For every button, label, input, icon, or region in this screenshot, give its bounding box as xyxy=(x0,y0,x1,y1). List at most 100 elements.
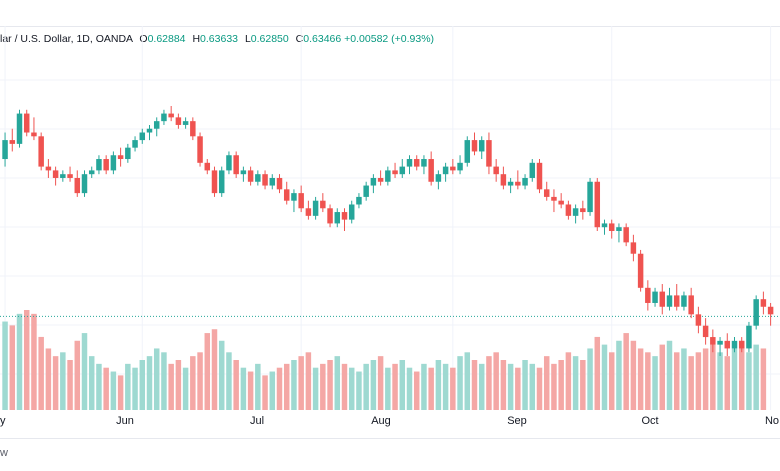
volume-bar xyxy=(486,356,492,410)
x-axis-tick-label: Oct xyxy=(641,415,658,427)
volume-bar xyxy=(478,363,485,410)
candle-body xyxy=(731,340,738,349)
candle-body xyxy=(580,208,586,213)
candle-body xyxy=(385,170,391,182)
volume-bar xyxy=(507,363,514,410)
volume-bar xyxy=(60,352,66,410)
volume-bar xyxy=(413,371,420,410)
candle-body xyxy=(182,121,189,125)
candle-body xyxy=(652,291,658,303)
volume-bar xyxy=(738,340,745,410)
candle-body xyxy=(558,200,564,205)
volume-bar xyxy=(153,348,160,410)
candle-body xyxy=(457,162,463,171)
candle-body xyxy=(681,295,687,307)
candle-body xyxy=(356,196,362,205)
symbol-legend: lar / U.S. Dollar, 1D, OANDA O0.62884 H0… xyxy=(0,33,434,45)
volume-bar xyxy=(320,363,326,410)
volume-bar xyxy=(760,348,767,410)
volume-bar xyxy=(2,321,8,410)
volume-bar xyxy=(283,363,290,410)
candle-body xyxy=(348,204,355,220)
volume-bar xyxy=(493,352,499,410)
volume-bar xyxy=(327,360,333,410)
volume-bar xyxy=(298,356,304,410)
volume-bar xyxy=(406,367,413,410)
candle-body xyxy=(60,174,66,178)
candle-body xyxy=(240,170,247,175)
candle-body xyxy=(320,200,326,209)
chart-bottom-bar xyxy=(0,438,780,471)
candle-body xyxy=(515,181,521,186)
close-label: C xyxy=(295,33,304,45)
candle-body xyxy=(96,159,102,171)
candlestick-chart[interactable]: y Jun Jul Aug Sep Oct No xyxy=(0,26,780,438)
candle-body xyxy=(673,295,680,307)
volume-bar xyxy=(218,340,225,410)
candle-body xyxy=(23,113,30,133)
volume-bar xyxy=(580,360,586,410)
candle-body xyxy=(31,132,37,137)
candle-body xyxy=(702,325,709,338)
volume-bar xyxy=(399,360,406,410)
volume-bar xyxy=(182,367,189,410)
volume-bar xyxy=(637,348,644,410)
candle-body xyxy=(52,170,59,178)
volume-bar xyxy=(110,371,117,410)
candle-body xyxy=(204,162,211,171)
volume-bar xyxy=(38,336,44,410)
candle-body xyxy=(190,121,196,137)
candle-body xyxy=(659,291,666,307)
volume-bar xyxy=(558,360,564,410)
volume-bar xyxy=(450,367,456,410)
candle-body xyxy=(623,227,629,243)
candle-body xyxy=(269,177,276,186)
candle-body xyxy=(471,140,478,152)
symbol-title[interactable]: lar / U.S. Dollar, 1D, OANDA xyxy=(0,33,133,45)
volume-bar xyxy=(435,360,442,410)
candle-body xyxy=(645,287,651,303)
candle-body xyxy=(125,147,131,160)
candle-body xyxy=(522,177,528,186)
x-axis-tick-label: Jun xyxy=(116,415,134,427)
volume-bar xyxy=(204,333,211,410)
volume-bar xyxy=(312,367,319,410)
volume-bar xyxy=(190,356,196,410)
candle-body xyxy=(117,155,124,160)
volume-bar xyxy=(572,356,579,410)
volume-bar xyxy=(132,367,138,410)
candle-body xyxy=(738,340,745,349)
volume-bar xyxy=(746,352,752,410)
candle-body xyxy=(500,174,507,186)
candle-body xyxy=(327,208,333,224)
volume-bar xyxy=(688,356,694,410)
candle-body xyxy=(16,113,23,144)
volume-bar xyxy=(67,360,73,410)
volume-bar xyxy=(247,371,254,410)
open-label: O xyxy=(139,33,148,45)
volume-bar xyxy=(226,352,232,410)
volume-bar xyxy=(616,340,622,410)
volume-bar xyxy=(659,344,666,410)
candle-body xyxy=(103,159,109,171)
candle-body xyxy=(146,128,153,133)
candle-body xyxy=(132,140,138,148)
candle-body xyxy=(406,159,413,167)
candle-body xyxy=(630,242,637,254)
volume-bar xyxy=(305,352,312,410)
candle-body xyxy=(608,223,615,231)
volume-bar xyxy=(623,333,629,410)
volume-bar xyxy=(74,340,81,410)
candle-body xyxy=(486,140,492,167)
volume-bar xyxy=(522,360,528,410)
volume-bar xyxy=(645,352,651,410)
volume-bar xyxy=(652,356,658,410)
candle-body xyxy=(255,174,261,182)
high-label: H xyxy=(192,33,201,45)
attribution-text: w xyxy=(0,447,8,459)
candle-body xyxy=(493,166,499,175)
volume-bar xyxy=(269,371,276,410)
volume-bar xyxy=(543,356,550,410)
volume-bar xyxy=(601,344,608,410)
volume-bar xyxy=(341,363,348,410)
